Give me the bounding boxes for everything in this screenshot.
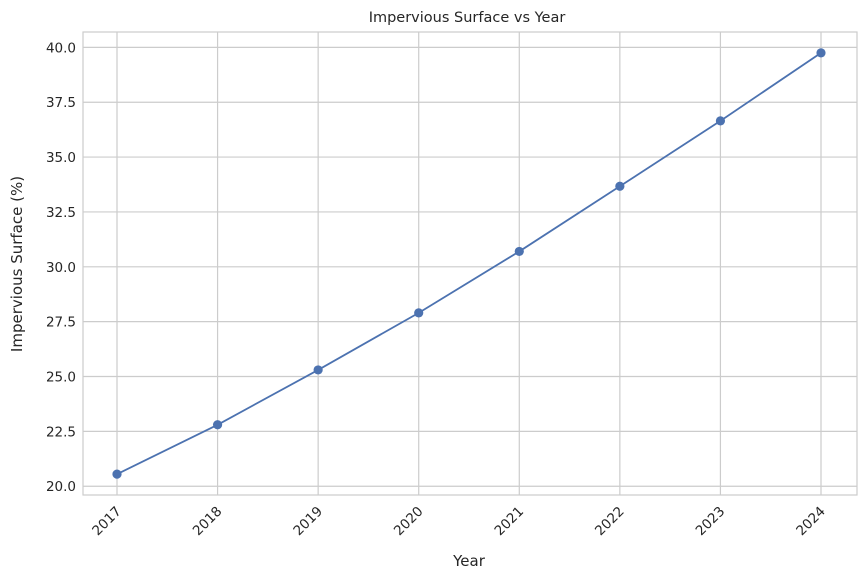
x-tick-label: 2018 (190, 504, 226, 540)
x-tick-label: 2020 (391, 504, 427, 540)
y-tick-label: 25.0 (46, 370, 76, 386)
x-tick-label: 2022 (592, 504, 628, 540)
y-tick-label: 40.0 (46, 40, 76, 56)
data-point (615, 181, 625, 191)
x-tick-label: 2024 (793, 504, 829, 540)
plot-area-frame (82, 31, 858, 496)
data-point (514, 246, 524, 257)
data-point (414, 308, 424, 318)
y-tick-label: 20.0 (46, 479, 76, 495)
data-point (112, 469, 122, 479)
y-tick-label: 35.0 (46, 150, 76, 166)
y-tick-label: 22.5 (46, 424, 76, 440)
data-point (313, 365, 323, 375)
data-point (212, 420, 223, 430)
x-axis-label: Year (452, 552, 486, 570)
x-tick-label: 2023 (693, 504, 729, 540)
series-layer (112, 48, 826, 479)
y-axis-label: Impervious Surface (%) (8, 176, 26, 352)
y-tick-label: 32.5 (46, 205, 76, 221)
x-tick-label: 2017 (89, 504, 125, 540)
x-tick-label: 2019 (290, 504, 326, 540)
y-axis: 20.0 22.5 25.0 27.5 30.0 32.5 35.0 37.5 40.0 (46, 40, 76, 495)
data-point (816, 48, 826, 58)
y-tick-label: 27.5 (46, 315, 76, 331)
x-axis: 2017 2018 2019 2020 2021 2022 2023 2024 (89, 504, 829, 540)
series-line (116, 52, 822, 475)
x-tick-label: 2021 (492, 504, 528, 540)
data-point (715, 116, 726, 126)
y-tick-label: 30.0 (46, 260, 76, 276)
grid (83, 32, 857, 495)
y-tick-label: 37.5 (46, 95, 76, 111)
chart-title: Impervious Surface vs Year (369, 10, 566, 26)
